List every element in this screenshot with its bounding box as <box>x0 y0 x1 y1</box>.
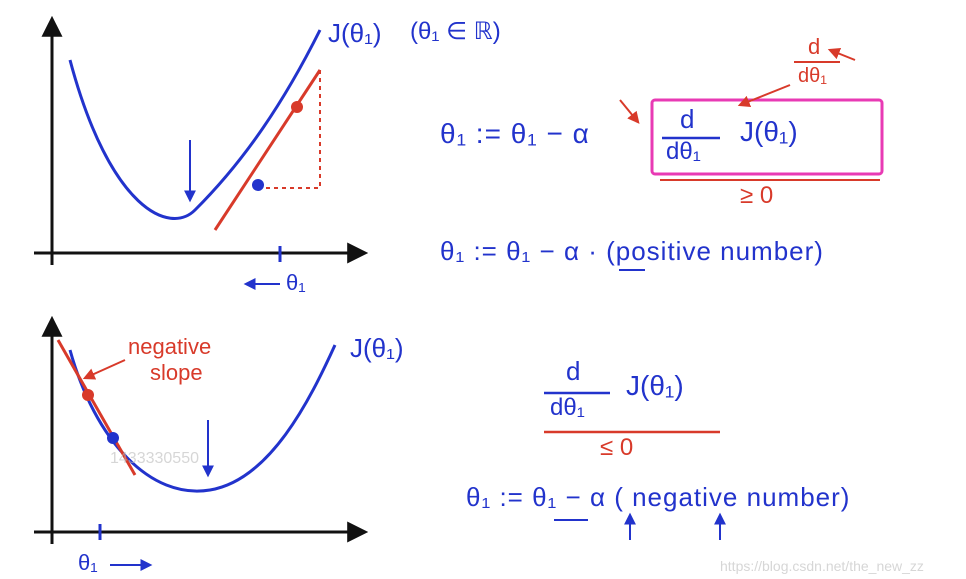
bot-point-red <box>82 389 94 401</box>
watermark-right: https://blog.csdn.net/the_new_zz <box>720 558 924 574</box>
top-theta-label: θ₁ <box>286 272 306 294</box>
dnote-d: d <box>808 36 820 58</box>
bot-neg-slope-2: slope <box>150 362 203 384</box>
eq1-J: J(θ₁) <box>740 118 798 146</box>
deriv2-dtheta: dθ₁ <box>550 396 585 420</box>
bot-theta-label: θ₁ <box>78 552 98 574</box>
top-tangent <box>215 70 320 230</box>
bot-neg-slope-1: negative <box>128 336 211 358</box>
eq3: θ₁ := θ₁ − α ( negative number) <box>466 484 850 510</box>
le0: ≤ 0 <box>600 436 633 460</box>
bot-point-blue <box>107 432 119 444</box>
dnote-dtheta: dθ₁ <box>798 66 827 86</box>
diagram-stage: J(θ₁) (θ₁ ∈ ℝ) θ₁ negative slope J(θ₁) θ… <box>0 0 966 579</box>
eq1-dtheta: dθ₁ <box>666 140 701 164</box>
bot-neg-slope-arrow <box>85 360 125 378</box>
red-arrow-to-box <box>740 85 790 105</box>
watermark-left: 1433330550 <box>110 450 199 468</box>
top-cost-curve <box>70 30 320 218</box>
red-arrow-alpha <box>620 100 638 122</box>
bot-J-label: J(θ₁) <box>350 335 404 361</box>
deriv2-J: J(θ₁) <box>626 372 684 400</box>
eq1-lhs: θ₁ := θ₁ − α <box>440 120 590 148</box>
deriv2-d: d <box>566 358 580 384</box>
ge0: ≥ 0 <box>740 184 773 208</box>
top-J-label: J(θ₁) <box>328 20 382 46</box>
red-arrow-dnote <box>830 50 855 60</box>
eq2: θ₁ := θ₁ − α · (positive number) <box>440 238 824 264</box>
top-point-red <box>291 101 303 113</box>
top-domain: (θ₁ ∈ ℝ) <box>410 20 501 44</box>
eq1-d: d <box>680 106 694 132</box>
top-point-blue <box>252 179 264 191</box>
